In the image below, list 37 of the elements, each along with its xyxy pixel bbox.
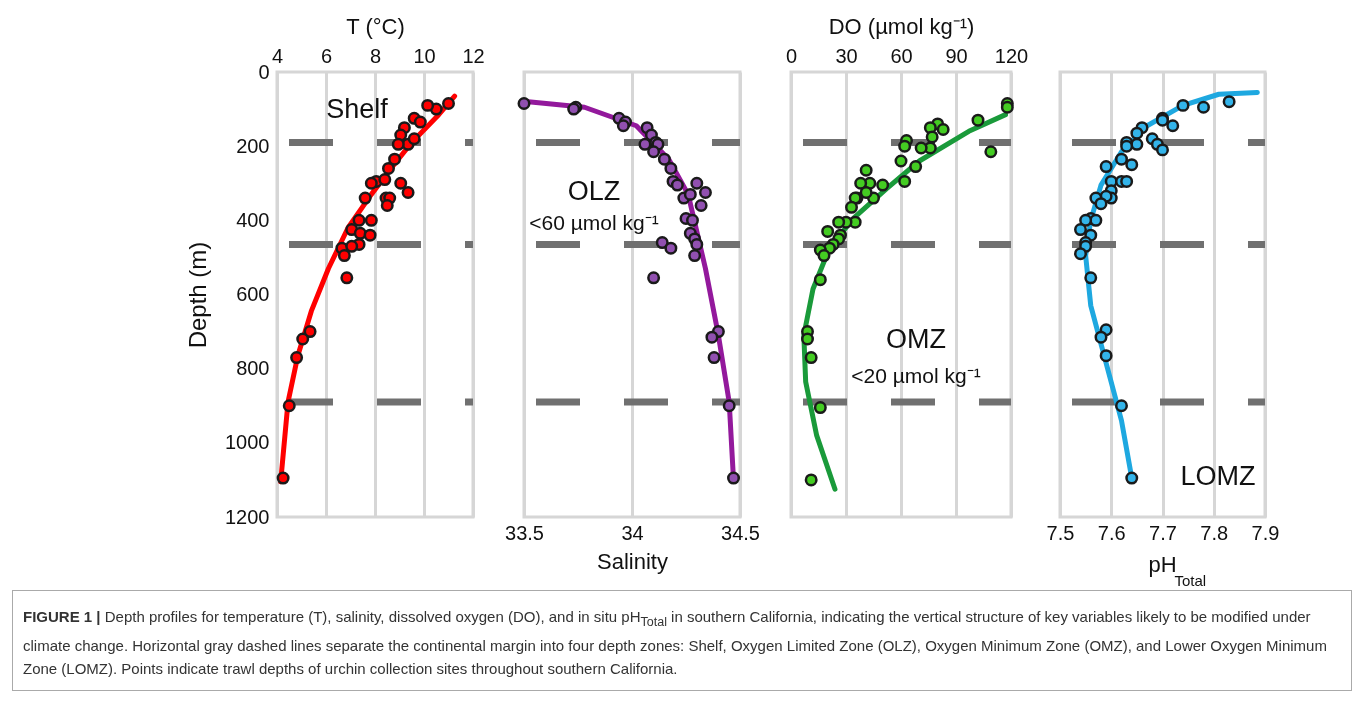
x-tick-label: 60	[890, 44, 913, 67]
x-tick-label: 90	[945, 44, 968, 67]
x-tick-label: 0	[785, 44, 798, 67]
y-tick-label: 1200	[225, 505, 270, 528]
x-tick-label: 120	[994, 44, 1029, 67]
y-tick-label: 400	[236, 208, 270, 231]
annotation: Shelf	[326, 94, 389, 124]
x-tick-label: 7.9	[1251, 521, 1280, 544]
x-axis-title: DO (µmol kg⁻¹)	[828, 13, 975, 39]
x-tick-label: 34.5	[721, 521, 760, 544]
x-tick-label: 33.5	[505, 521, 544, 544]
x-axis-title: pHTotal	[1148, 552, 1207, 589]
x-tick-label: 4	[271, 44, 284, 67]
x-tick-label: 7.7	[1149, 521, 1177, 544]
x-tick-label: 30	[835, 44, 858, 67]
x-tick-label: 6	[320, 44, 333, 67]
y-axis-title: Depth (m)	[184, 241, 212, 349]
y-tick-label: 200	[236, 134, 270, 157]
annotation: <60 µmol kg⁻¹	[529, 211, 659, 234]
x-axis-title: T (°C)	[346, 13, 405, 39]
x-tick-label: 7.6	[1097, 521, 1126, 544]
annotation: OMZ	[886, 324, 946, 354]
x-tick-label: 7.8	[1200, 521, 1229, 544]
y-tick-label: 600	[236, 283, 270, 305]
annotation: OLZ	[567, 176, 621, 206]
y-tick-label: 0	[258, 60, 270, 83]
x-tick-label: 7.5	[1046, 521, 1075, 544]
x-axis-title: Salinity	[597, 548, 668, 574]
x-tick-label: 34	[621, 521, 644, 544]
annotation: LOMZ	[1180, 461, 1256, 491]
y-tick-label: 1000	[225, 431, 270, 454]
x-tick-label: 12	[462, 44, 485, 67]
annotation: <20 µmol kg⁻¹	[851, 364, 981, 387]
x-tick-label: 10	[413, 44, 436, 67]
y-tick-label: 800	[236, 357, 270, 380]
caption: FIGURE 1 | Depth profiles for temperature (T), salinity, dissolved oxygen (DO), and in situ pH$_{Total}$ in southern California, indicating the vertical structure of key variables likely to be modified under climate change. Horizontal gray dashed lines separate the continental margin into four depth zones: Shelf, Oxygen Limited Zone (OLZ), Oxygen Minimum Zone (OMZ), and Lower Oxygen Minimum Zone (LOMZ). Points indicate trawl depths of urchin collection sites throughout southern California.	[23, 608, 1327, 677]
x-tick-label: 8	[369, 44, 382, 67]
